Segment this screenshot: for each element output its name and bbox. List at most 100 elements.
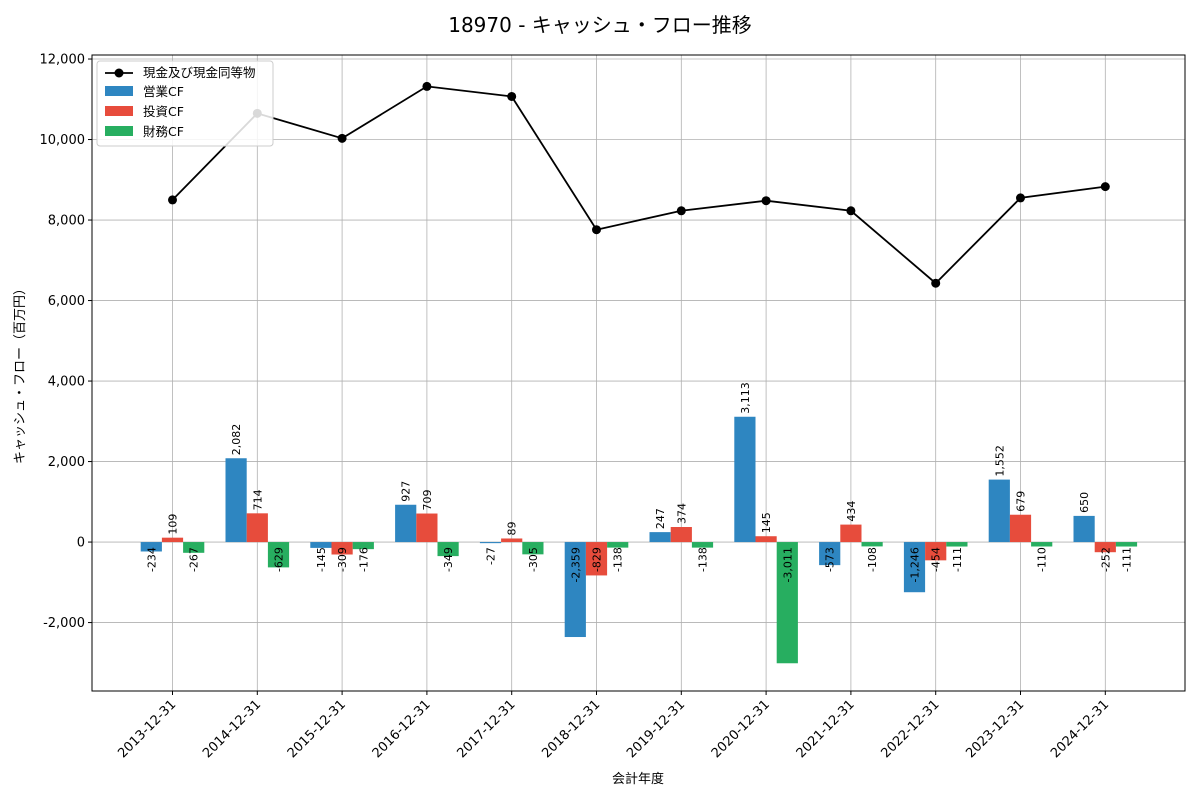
investing-cf-bar xyxy=(501,538,523,543)
x-tick-label: 2013-12-31 xyxy=(115,697,179,761)
x-tick-label: 2023-12-31 xyxy=(963,697,1027,761)
bar-value-label: -349 xyxy=(442,547,455,572)
operating-cf-bar xyxy=(734,416,756,543)
cash-line-point xyxy=(337,133,347,143)
x-axis-title: 会計年度 xyxy=(612,771,664,787)
y-tick-label: -2,000 xyxy=(43,616,85,631)
bar-value-label: 709 xyxy=(421,490,434,511)
x-tick-label: 2016-12-31 xyxy=(370,697,434,761)
investing-cf-bar xyxy=(585,542,608,576)
operating-cf-bar xyxy=(988,479,1010,543)
financing-cf-bar xyxy=(946,542,968,547)
y-ticks: -2,000 0 2,000 4,000 6,000 8,000 10,000 12,000 xyxy=(40,53,92,631)
bar-value-label: -629 xyxy=(273,547,286,572)
bar-value-label: 434 xyxy=(845,501,858,522)
y-tick-label: 2,000 xyxy=(48,455,85,470)
bar-value-label: -267 xyxy=(188,547,201,572)
investing-cf-bar xyxy=(670,527,692,543)
investing-cf-bar xyxy=(755,536,777,543)
bar-value-label: -138 xyxy=(697,547,710,572)
x-tick-label: 2021-12-31 xyxy=(794,697,858,761)
bar-value-label: -111 xyxy=(951,547,964,572)
x-tick-label: 2017-12-31 xyxy=(454,697,518,761)
grid xyxy=(92,55,1185,691)
cash-line-point xyxy=(592,225,601,235)
operating-cf-bar xyxy=(310,542,332,548)
bar-value-label: -27 xyxy=(485,547,498,565)
operating-cf-bar xyxy=(395,504,417,543)
legend: 現金及び現金同等物 営業CF 投資CF 財務CF xyxy=(96,60,274,147)
y-tick-label: 4,000 xyxy=(48,375,85,390)
operating-cf-bar xyxy=(564,542,586,638)
cash-line-point xyxy=(761,196,771,206)
financing-cf-bar xyxy=(437,542,459,557)
financing-cf-bar xyxy=(352,542,374,550)
y-tick-label: 0 xyxy=(77,536,85,551)
operating-cf-bar xyxy=(903,542,926,593)
financing-cf-bar xyxy=(861,542,883,547)
cash-line-point xyxy=(1100,182,1110,192)
legend-swatch-investing xyxy=(105,106,133,116)
financing-cf-bar xyxy=(776,542,798,664)
cash-line-path xyxy=(171,85,1106,285)
investing-cf-bar xyxy=(925,542,947,561)
y-tick-label: 10,000 xyxy=(40,133,86,148)
bar-value-label: -176 xyxy=(357,547,370,572)
bar-value-label: 247 xyxy=(654,508,667,529)
cash-line xyxy=(168,81,1110,288)
bar-value-label: 2,082 xyxy=(230,424,243,456)
cash-line-point xyxy=(168,195,177,205)
operating-cf-bar xyxy=(1073,515,1095,543)
y-tick-label: 12,000 xyxy=(40,53,86,68)
x-tick-label: 2015-12-31 xyxy=(285,697,349,761)
investing-cf-bar xyxy=(416,513,438,543)
bar-value-label: -138 xyxy=(612,547,625,572)
bar-value-label: 650 xyxy=(1078,492,1091,513)
cash-line-point xyxy=(422,81,432,91)
investing-cf-bar xyxy=(840,524,862,543)
bar-value-label: -829 xyxy=(591,547,604,572)
y-axis-title: キャッシュ・フロー（百万円） xyxy=(13,282,28,464)
legend-swatch-financing xyxy=(105,126,133,136)
investing-cf-bar xyxy=(331,542,353,555)
cash-line-point xyxy=(846,206,856,216)
legend-box xyxy=(96,60,274,147)
bar-value-label: 714 xyxy=(251,489,264,510)
legend-swatch-operating xyxy=(105,86,133,96)
x-tick-label: 2020-12-31 xyxy=(709,697,773,761)
cash-line-point xyxy=(931,278,941,288)
cash-line-point xyxy=(676,206,686,216)
financing-cf-bar xyxy=(1031,542,1053,547)
bar-value-label: -252 xyxy=(1099,547,1112,572)
bar-value-label: -1,246 xyxy=(909,547,922,582)
x-tick-label: 2014-12-31 xyxy=(200,697,264,761)
financing-cf-bar xyxy=(183,542,205,553)
bar-value-label: 679 xyxy=(1015,491,1028,512)
bar-value-label: 109 xyxy=(167,514,180,535)
x-tick-label: 2024-12-31 xyxy=(1048,697,1112,761)
bar-value-label: -573 xyxy=(824,547,837,572)
bar-value-label: 1,552 xyxy=(993,445,1006,477)
bars xyxy=(140,416,1138,664)
legend-label-financing: 財務CF xyxy=(143,124,184,139)
chart-title: 18970 - キャッシュ・フロー推移 xyxy=(448,13,752,37)
investing-cf-bar xyxy=(1009,514,1032,543)
bar-value-label: 927 xyxy=(400,481,413,502)
cash-line-point xyxy=(507,91,517,101)
investing-cf-bar xyxy=(161,537,184,543)
operating-cf-bar xyxy=(819,542,841,566)
x-tick-label: 2018-12-31 xyxy=(539,697,603,761)
x-tick-label: 2019-12-31 xyxy=(624,697,688,761)
bar-value-label: -234 xyxy=(145,547,158,572)
financing-cf-bar xyxy=(1115,542,1138,547)
operating-cf-bar xyxy=(649,532,671,543)
legend-label-cash: 現金及び現金同等物 xyxy=(143,65,256,80)
plot-frame xyxy=(91,54,1186,692)
bar-value-label: 89 xyxy=(506,521,519,535)
bar-value-label: -111 xyxy=(1121,547,1134,572)
financing-cf-bar xyxy=(607,542,629,548)
cash-line-point xyxy=(1016,193,1025,203)
legend-label-investing: 投資CF xyxy=(143,104,184,119)
bar-labels: -234 2,082 -145 927 -27 -2,359 247 3,113 -573 -1,… xyxy=(145,382,1133,582)
